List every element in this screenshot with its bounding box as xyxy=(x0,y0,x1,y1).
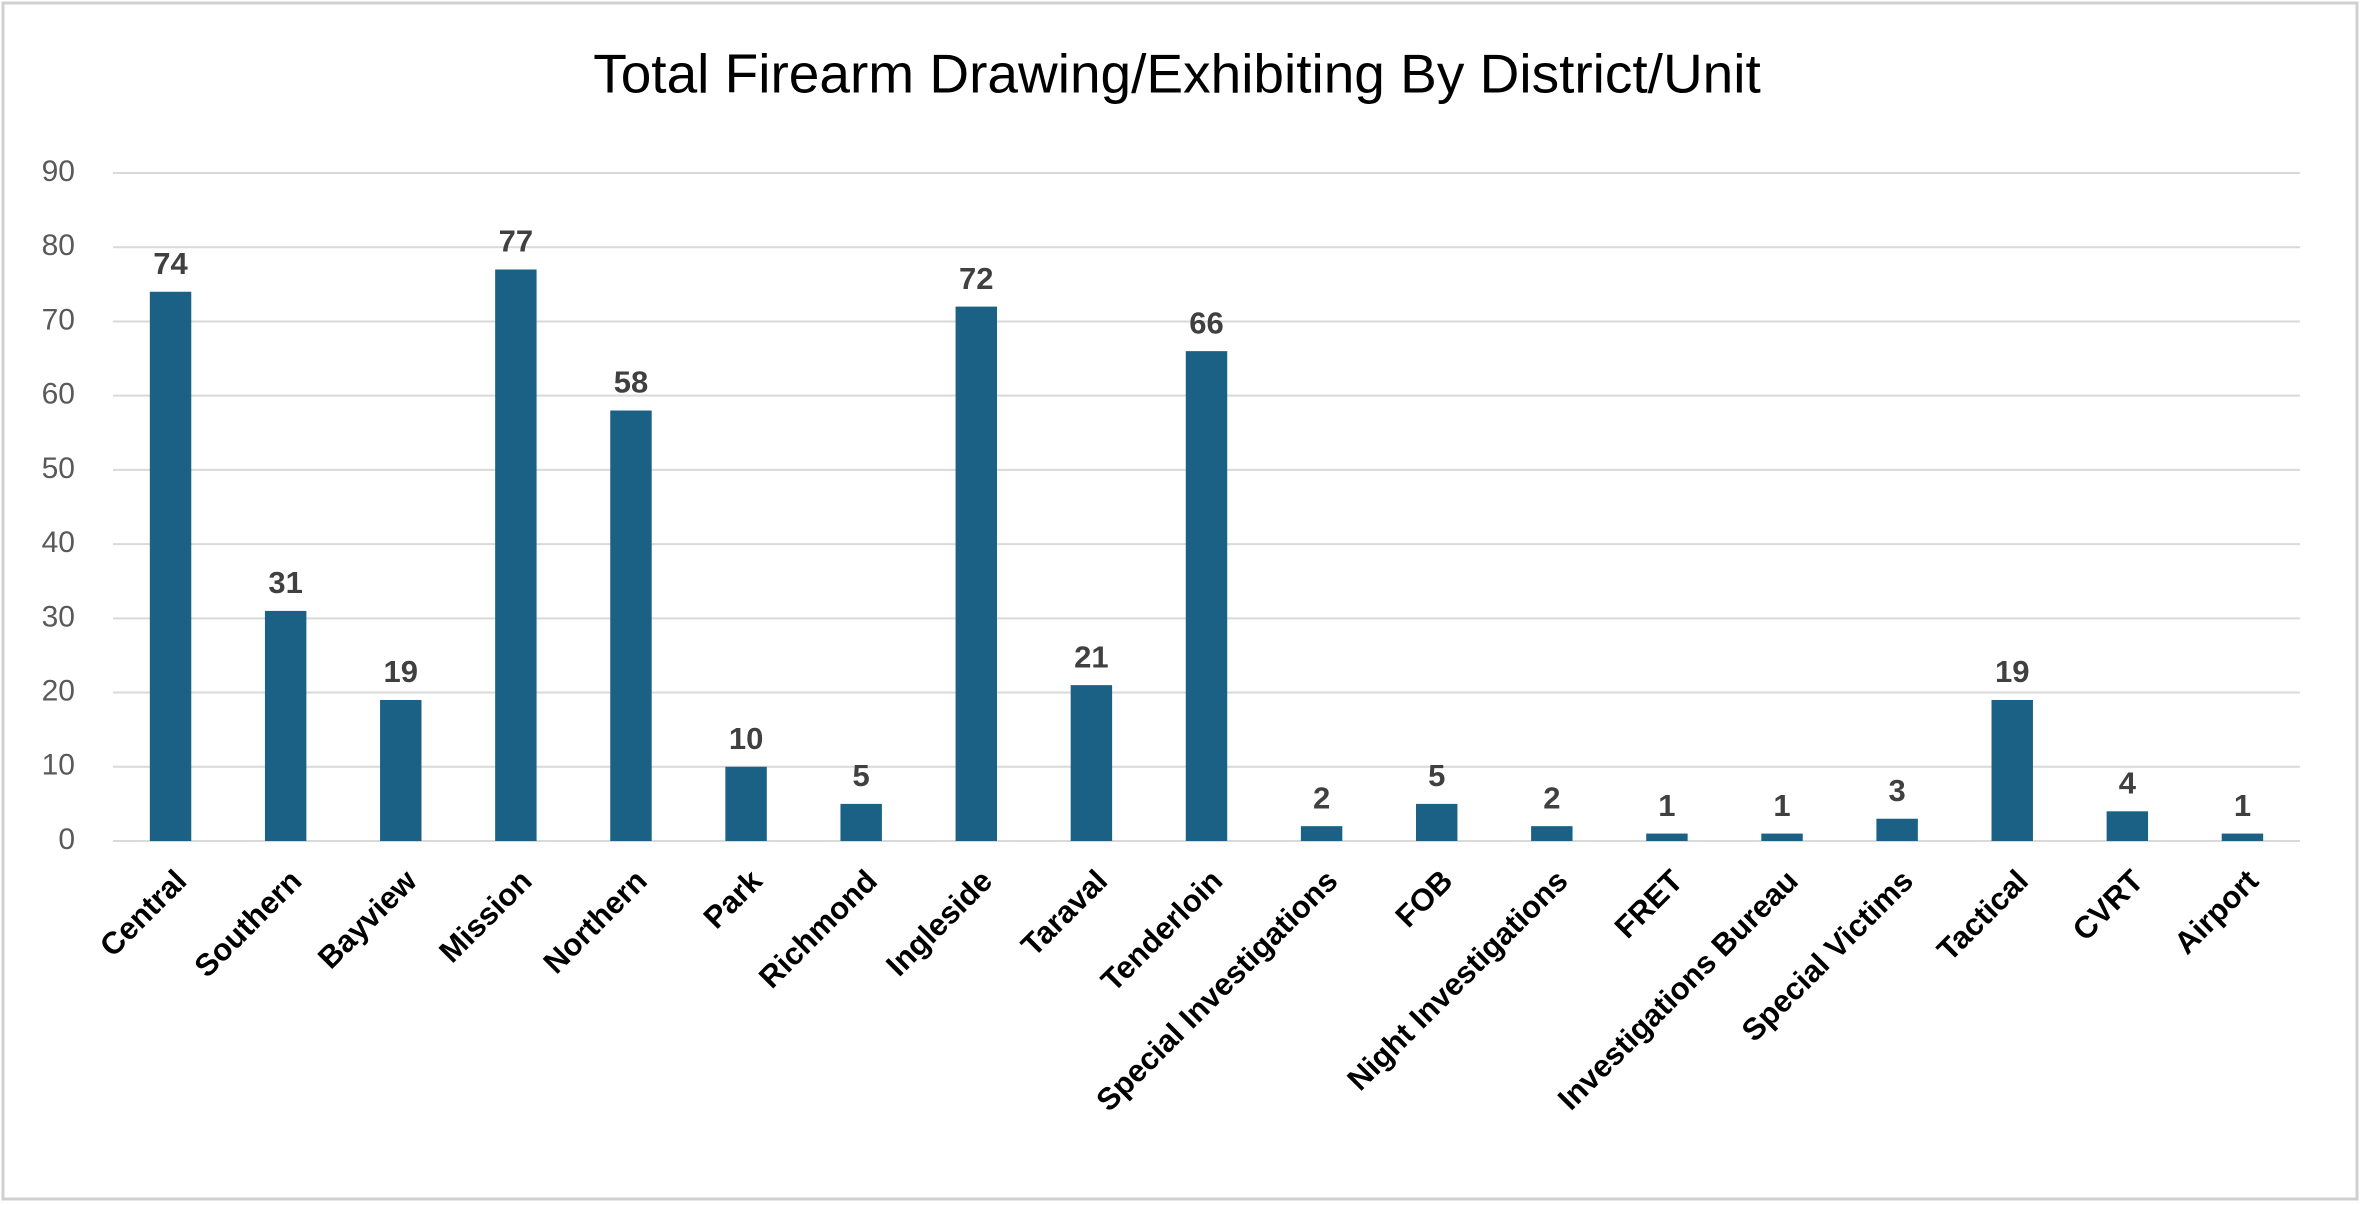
bar xyxy=(149,291,192,841)
bar xyxy=(1300,826,1343,841)
value-label: 19 xyxy=(384,654,418,689)
value-label: 72 xyxy=(959,261,993,296)
bar xyxy=(1646,833,1688,841)
bar xyxy=(1070,685,1113,841)
value-label: 58 xyxy=(614,365,648,400)
bar xyxy=(840,803,882,841)
value-label: 2 xyxy=(1313,780,1330,815)
bar xyxy=(955,306,998,842)
value-label: 31 xyxy=(268,565,302,600)
chart-title: Total Firearm Drawing/Exhibiting By Dist… xyxy=(593,43,1761,105)
value-label: 74 xyxy=(153,246,188,281)
bar xyxy=(1531,826,1573,841)
y-tick-label: 90 xyxy=(42,155,75,188)
value-label: 5 xyxy=(853,758,870,793)
value-label: 4 xyxy=(2119,765,2137,800)
value-label: 5 xyxy=(1428,758,1445,793)
value-label: 21 xyxy=(1074,639,1108,674)
bar xyxy=(380,699,422,841)
value-label: 3 xyxy=(1889,773,1906,808)
y-tick-label: 30 xyxy=(42,600,75,633)
bar xyxy=(2221,833,2264,841)
y-tick-label: 10 xyxy=(42,749,75,782)
y-tick-label: 60 xyxy=(42,378,75,411)
y-tick-label: 50 xyxy=(42,452,75,485)
bar xyxy=(495,269,537,841)
value-label: 1 xyxy=(1773,788,1790,823)
bar xyxy=(264,610,307,841)
value-label: 66 xyxy=(1189,305,1223,340)
y-tick-label: 0 xyxy=(58,823,75,856)
value-label: 1 xyxy=(2234,788,2251,823)
bar xyxy=(1415,803,1458,841)
bar xyxy=(725,766,767,841)
bar xyxy=(1185,351,1228,841)
bar xyxy=(2106,811,2149,841)
y-tick-label: 20 xyxy=(42,674,75,707)
value-label: 1 xyxy=(1658,788,1675,823)
value-label: 10 xyxy=(729,721,763,756)
value-label: 2 xyxy=(1543,780,1560,815)
bar xyxy=(1876,818,1918,841)
value-label: 77 xyxy=(499,224,533,259)
bar xyxy=(1991,699,2033,841)
bar xyxy=(610,410,652,841)
y-tick-label: 80 xyxy=(42,229,75,262)
bar xyxy=(1761,833,1803,841)
y-tick-label: 70 xyxy=(42,303,75,336)
y-tick-label: 40 xyxy=(42,526,75,559)
value-label: 19 xyxy=(1995,654,2029,689)
